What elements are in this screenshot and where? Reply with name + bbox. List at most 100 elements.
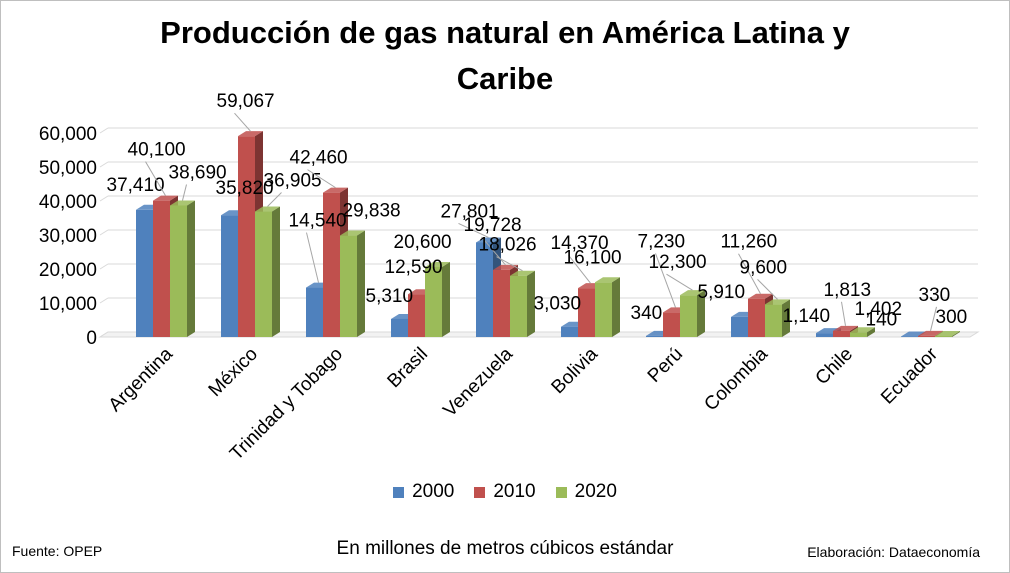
bar-top bbox=[833, 325, 858, 331]
bar-front bbox=[170, 205, 187, 337]
bar-front bbox=[425, 266, 442, 337]
bar-top bbox=[935, 330, 960, 336]
gridline-side bbox=[99, 127, 109, 134]
bar-top bbox=[765, 299, 790, 305]
credit-note: Elaboración: Dataeconomía bbox=[807, 544, 980, 560]
bar-side bbox=[612, 277, 620, 337]
bar-top bbox=[340, 230, 365, 236]
bar-top bbox=[493, 264, 518, 270]
data-label: 5,910 bbox=[698, 282, 746, 303]
bar-top bbox=[476, 237, 501, 243]
data-label: 11,260 bbox=[721, 232, 778, 253]
bar-top bbox=[918, 330, 943, 336]
bar-top bbox=[748, 293, 773, 299]
bar-front bbox=[476, 242, 493, 337]
bar-front bbox=[221, 215, 238, 337]
bar-chile-2020 bbox=[850, 327, 875, 337]
data-label: 140 bbox=[866, 310, 898, 331]
legend-swatch-2000 bbox=[393, 486, 405, 498]
data-label: 36,905 bbox=[264, 171, 322, 192]
data-label: 14,540 bbox=[289, 211, 347, 232]
leader-line bbox=[267, 192, 282, 207]
data-label: 1,402 bbox=[855, 299, 903, 320]
y-tick-label: 10,000 bbox=[39, 294, 97, 315]
bar-méxico-2020 bbox=[255, 206, 280, 337]
bar-top bbox=[595, 277, 620, 283]
x-tick-label: Venezuela bbox=[439, 343, 517, 421]
legend-swatch-2010 bbox=[474, 486, 486, 498]
bar-side bbox=[187, 200, 195, 337]
x-tick-label: México bbox=[205, 344, 262, 401]
data-label: 42,460 bbox=[290, 148, 348, 169]
data-label: 27,801 bbox=[441, 201, 499, 222]
data-label: 1,140 bbox=[783, 306, 831, 327]
data-label: 16,100 bbox=[564, 247, 622, 268]
leader-line bbox=[757, 279, 778, 300]
bar-top bbox=[510, 270, 535, 276]
legend-label-2010: 2010 bbox=[493, 481, 536, 502]
bar-front bbox=[595, 282, 612, 337]
legend-item-2000: 2000 bbox=[393, 481, 454, 503]
data-label: 59,067 bbox=[217, 91, 275, 112]
bar-side bbox=[527, 270, 535, 337]
data-label: 38,690 bbox=[169, 162, 227, 183]
bar-front bbox=[850, 332, 867, 337]
bar-front bbox=[561, 326, 578, 337]
bar-ecuador-2020 bbox=[935, 330, 960, 337]
data-label: 9,600 bbox=[740, 257, 788, 278]
gridline-side bbox=[99, 297, 109, 304]
bar-front bbox=[935, 335, 952, 337]
bar-front bbox=[663, 312, 680, 337]
bar-side bbox=[867, 327, 875, 337]
data-label: 340 bbox=[631, 303, 663, 324]
leader-line bbox=[841, 301, 846, 326]
data-label: 3,030 bbox=[534, 294, 582, 315]
bar-front bbox=[578, 288, 595, 337]
legend-item-2010: 2010 bbox=[474, 481, 536, 503]
bar-brasil-2020 bbox=[425, 261, 450, 337]
leader-line bbox=[496, 256, 523, 272]
x-tick-label: Perú bbox=[644, 344, 687, 387]
bar-perú-2020 bbox=[680, 290, 705, 337]
bar-side bbox=[357, 230, 365, 337]
legend-label-2020: 2020 bbox=[574, 481, 617, 502]
bar-front bbox=[255, 211, 272, 337]
y-tick-label: 0 bbox=[86, 328, 97, 349]
data-label: 35,820 bbox=[216, 178, 274, 199]
bar-colombia-2020 bbox=[765, 299, 790, 337]
bar-side bbox=[782, 299, 790, 337]
bar-top bbox=[170, 200, 195, 206]
bar-front bbox=[493, 269, 510, 337]
bar-top bbox=[255, 206, 280, 212]
leader-line bbox=[655, 253, 676, 308]
data-label: 20,600 bbox=[394, 232, 452, 253]
leader-line bbox=[568, 254, 591, 284]
y-tick-label: 40,000 bbox=[39, 192, 97, 213]
data-label: 7,230 bbox=[638, 231, 686, 252]
chart-legend: 2000 2010 2020 bbox=[0, 481, 1010, 503]
bar-top bbox=[153, 195, 178, 201]
x-tick-label: Ecuador bbox=[877, 343, 942, 408]
bar-top bbox=[323, 187, 348, 193]
bar-top bbox=[425, 261, 450, 267]
data-label: 29,838 bbox=[343, 201, 401, 222]
leader-line bbox=[666, 273, 693, 291]
y-tick-label: 30,000 bbox=[39, 226, 97, 247]
y-tick-label: 50,000 bbox=[39, 158, 97, 179]
chart-title-line1: Producción de gas natural en América Lat… bbox=[160, 15, 850, 50]
y-tick-label: 60,000 bbox=[39, 124, 97, 145]
bar-front bbox=[680, 295, 697, 337]
data-label: 1,813 bbox=[824, 280, 872, 301]
bar-front bbox=[238, 136, 255, 337]
leader-line bbox=[481, 236, 506, 266]
x-tick-label: Chile bbox=[812, 344, 857, 389]
leader-line bbox=[458, 223, 489, 238]
bar-trinidad-y-tobago-2020 bbox=[340, 230, 365, 337]
data-label: 14,370 bbox=[551, 233, 609, 254]
bar-venezuela-2020 bbox=[510, 270, 535, 337]
gridline-side bbox=[99, 263, 109, 270]
data-label: 5,310 bbox=[366, 286, 414, 307]
x-tick-label: Bolivia bbox=[548, 343, 603, 398]
x-tick-label: Colombia bbox=[700, 343, 772, 415]
data-label: 330 bbox=[919, 285, 951, 306]
